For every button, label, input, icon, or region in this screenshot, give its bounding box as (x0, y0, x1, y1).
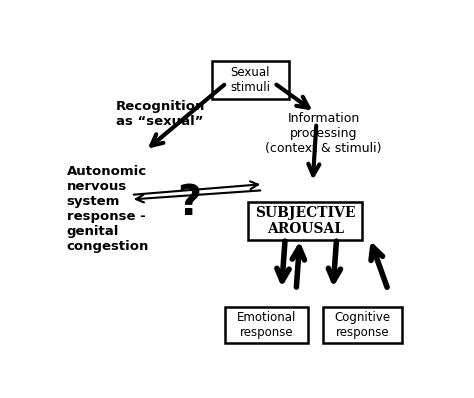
Text: ?: ? (178, 181, 202, 224)
Text: Cognitive
response: Cognitive response (334, 311, 391, 339)
FancyBboxPatch shape (212, 61, 289, 99)
FancyBboxPatch shape (226, 308, 308, 343)
Text: Autonomic
nervous
system
response -
genital
congestion: Autonomic nervous system response - geni… (66, 165, 149, 253)
Text: Information
processing
(context & stimuli): Information processing (context & stimul… (265, 112, 382, 155)
Text: Recognition
as “sexual”: Recognition as “sexual” (116, 100, 206, 128)
FancyBboxPatch shape (248, 202, 362, 240)
Text: SUBJECTIVE
AROUSAL: SUBJECTIVE AROUSAL (255, 206, 356, 236)
Text: Emotional
response: Emotional response (237, 311, 297, 339)
FancyBboxPatch shape (323, 308, 402, 343)
Text: Sexual
stimuli: Sexual stimuli (230, 66, 270, 94)
